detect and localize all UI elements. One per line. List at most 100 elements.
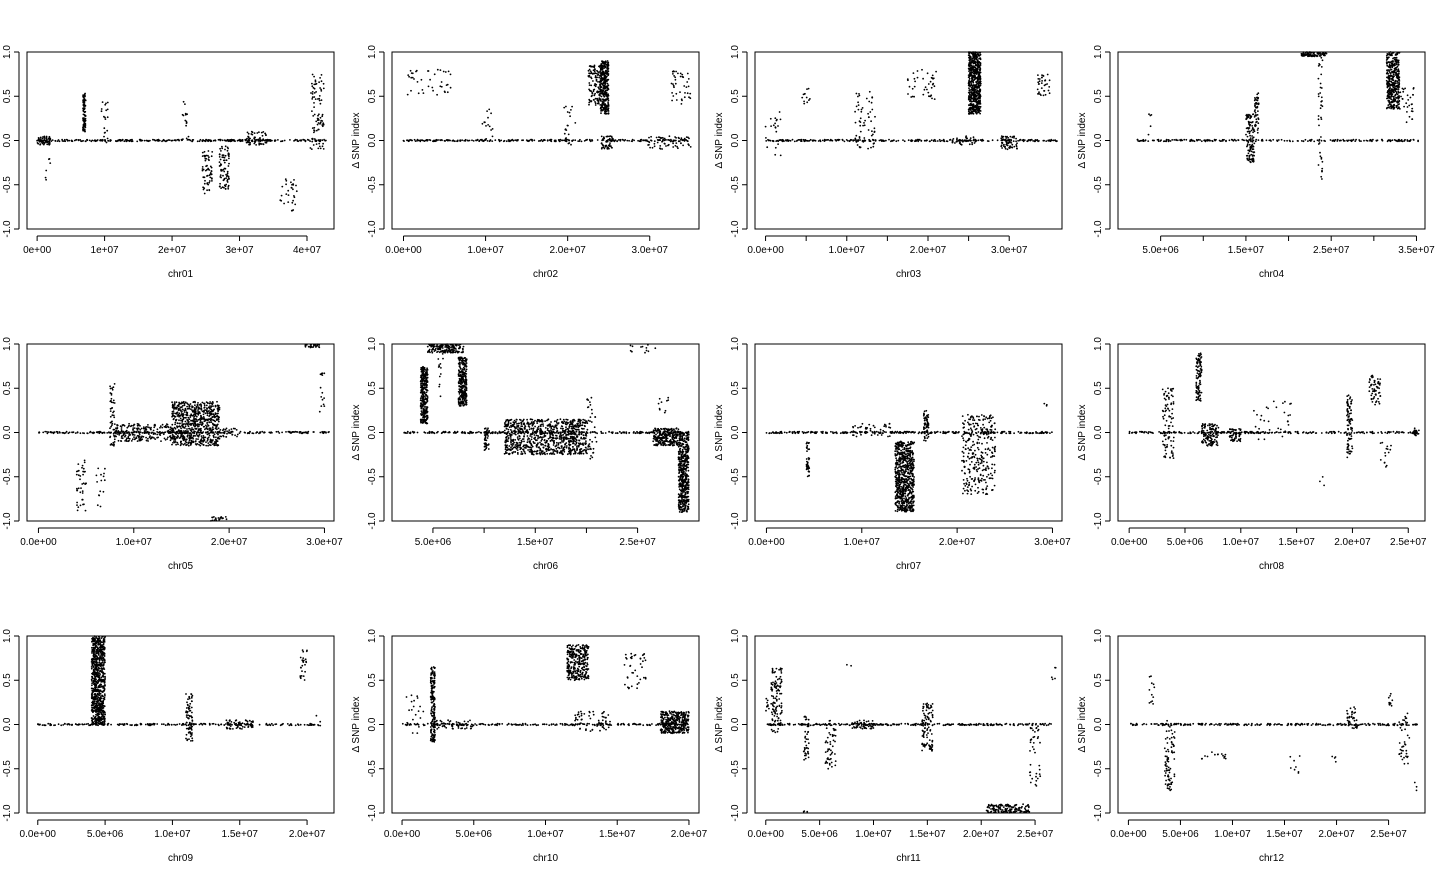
snp-point — [1016, 147, 1018, 150]
snp-point — [204, 179, 206, 182]
snp-point — [206, 168, 208, 171]
snp-point — [587, 69, 590, 72]
snp-point — [44, 430, 47, 433]
snp-point — [1197, 138, 1200, 141]
snp-point — [120, 432, 122, 435]
snp-point — [592, 98, 595, 101]
snp-point — [665, 145, 667, 147]
snp-point — [903, 140, 906, 143]
snp-point — [962, 140, 964, 143]
snp-point — [70, 140, 73, 143]
snp-point — [1375, 139, 1378, 142]
snp-point — [227, 184, 230, 187]
snp-point — [223, 178, 226, 181]
snp-point — [688, 144, 690, 147]
y-tick-label: 0.0 — [367, 133, 378, 147]
snp-point — [184, 425, 187, 428]
snp-point — [44, 139, 47, 142]
snp-point — [208, 421, 211, 423]
snp-point — [191, 427, 193, 429]
snp-point — [131, 438, 134, 441]
data-points — [764, 51, 1058, 157]
snp-point — [1248, 156, 1251, 158]
snp-point — [672, 83, 674, 85]
snp-point — [1291, 140, 1294, 143]
snp-point — [318, 140, 321, 143]
snp-point — [490, 112, 492, 115]
snp-point — [427, 85, 430, 88]
snp-point — [684, 92, 686, 94]
snp-point — [568, 139, 571, 142]
snp-point — [402, 139, 405, 142]
snp-point — [574, 122, 577, 124]
snp-point — [117, 439, 120, 442]
snp-point — [39, 141, 41, 143]
snp-point — [248, 137, 251, 140]
snp-point — [603, 147, 606, 150]
snp-point — [111, 424, 113, 426]
y-tick-label: 0.5 — [2, 381, 13, 395]
snp-point — [436, 68, 439, 71]
snp-point — [167, 436, 169, 439]
snp-point — [1221, 140, 1224, 142]
snp-point — [158, 139, 161, 142]
snp-point — [194, 410, 197, 413]
snp-point — [862, 141, 865, 143]
snp-point — [968, 82, 970, 85]
x-tick-label: 4e+07 — [293, 245, 322, 256]
snp-point — [1036, 88, 1039, 91]
snp-point — [244, 139, 247, 142]
snp-point — [1398, 51, 1401, 54]
snp-point — [486, 140, 489, 142]
snp-point — [933, 85, 936, 88]
snp-point — [857, 108, 860, 111]
snp-point — [779, 154, 782, 157]
snp-point — [1251, 140, 1254, 143]
snp-point — [220, 187, 223, 190]
snp-point — [686, 81, 689, 83]
snp-point — [313, 131, 315, 134]
snp-point — [917, 140, 920, 143]
snp-point — [1041, 76, 1043, 79]
snp-point — [1397, 91, 1400, 94]
snp-point — [594, 104, 597, 106]
snp-point — [202, 168, 205, 171]
snp-point — [871, 96, 874, 99]
snp-point — [977, 92, 980, 95]
snp-point — [924, 86, 927, 89]
snp-point — [84, 92, 86, 95]
snp-point — [579, 138, 581, 141]
snp-point — [570, 143, 572, 146]
snp-point — [611, 146, 613, 149]
snp-point — [41, 140, 43, 143]
snp-point — [176, 434, 179, 437]
snp-point — [419, 140, 422, 143]
snp-point — [648, 136, 650, 139]
snp-point — [206, 422, 208, 424]
snp-point — [779, 118, 782, 121]
snp-point — [783, 140, 785, 143]
snp-point — [855, 105, 858, 108]
snp-point — [1183, 138, 1186, 141]
data-points — [38, 343, 330, 522]
snp-point — [226, 170, 229, 173]
snp-point — [439, 85, 442, 88]
snp-point — [674, 139, 677, 142]
snp-point — [970, 92, 973, 94]
snp-point — [203, 192, 206, 195]
snp-point — [605, 110, 607, 112]
snp-point — [128, 439, 130, 442]
y-tick-label: 0.5 — [1093, 89, 1104, 103]
snp-point — [212, 405, 214, 407]
snp-point — [603, 85, 606, 87]
snp-point — [207, 424, 210, 427]
snp-point — [45, 178, 47, 181]
snp-point — [201, 166, 204, 168]
snp-point — [678, 137, 680, 140]
snp-point — [74, 432, 77, 434]
snp-point — [140, 139, 143, 142]
snp-point — [321, 139, 324, 142]
snp-point — [1211, 140, 1214, 143]
snp-point — [315, 129, 318, 132]
snp-point — [675, 142, 678, 145]
